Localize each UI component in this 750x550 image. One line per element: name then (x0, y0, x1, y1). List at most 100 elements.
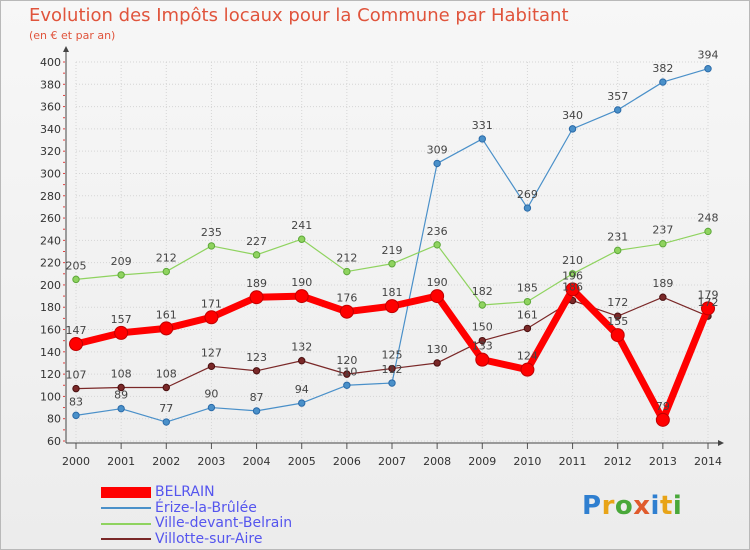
y-tick-label: 280 (40, 190, 61, 203)
data-label: 147 (66, 324, 87, 337)
data-point (343, 370, 351, 378)
chart-subtitle: (en € et par an) (29, 29, 116, 42)
data-point (388, 364, 396, 373)
data-label: 190 (291, 276, 312, 289)
logo-letter: t (659, 491, 673, 521)
data-point (343, 381, 351, 389)
data-point (252, 251, 261, 259)
data-label: 157 (111, 313, 132, 326)
data-label: 89 (114, 389, 128, 402)
data-point (433, 359, 441, 367)
grid (75, 61, 709, 449)
data-point (704, 227, 712, 236)
logo-letter: i (650, 491, 660, 521)
y-tick-label: 80 (47, 413, 61, 426)
data-label: 79 (656, 400, 670, 413)
data-label: 235 (201, 226, 222, 239)
data-point (523, 204, 532, 212)
data-point (207, 362, 216, 371)
x-tick-label: 2001 (107, 455, 135, 468)
data-point (207, 242, 216, 250)
legend-item-belrain: BELRAIN (101, 485, 292, 501)
data-point (117, 271, 125, 279)
data-point (614, 246, 622, 255)
data-point (298, 357, 306, 365)
data-label: 125 (382, 349, 403, 362)
legend-label: Érize-la-Brûlée (155, 499, 257, 516)
data-point (252, 407, 261, 415)
data-point (159, 321, 174, 336)
legend-swatch (101, 538, 151, 541)
x-tick-label: 2008 (423, 455, 451, 468)
data-label: 83 (69, 395, 83, 408)
data-label: 94 (295, 383, 309, 396)
data-point (343, 267, 351, 276)
y-tick-label: 340 (40, 123, 61, 136)
data-label: 237 (652, 224, 673, 237)
x-tick-label: 2000 (62, 455, 90, 468)
data-label: 120 (336, 354, 357, 367)
y-tick-label: 320 (40, 145, 61, 158)
legend-item-erize-la-brulee: Érize-la-Brûlée (101, 499, 292, 517)
data-label: 155 (607, 315, 628, 328)
data-point (294, 289, 309, 304)
data-point (385, 299, 399, 314)
data-point (523, 324, 532, 333)
data-label: 87 (250, 391, 264, 404)
logo-letter: r (601, 491, 615, 521)
x-tick-label: 2004 (243, 455, 271, 468)
data-label: 309 (427, 143, 448, 156)
data-point (655, 412, 670, 427)
y-tick-label: 120 (40, 368, 61, 381)
data-point (523, 297, 532, 306)
y-tick-label: 380 (40, 78, 61, 91)
data-label: 182 (472, 285, 493, 298)
data-label: 189 (652, 277, 673, 290)
data-label: 171 (201, 297, 222, 310)
data-point (207, 403, 216, 412)
data-point (298, 399, 306, 407)
data-label: 209 (111, 255, 132, 268)
logo-letter: i (672, 491, 683, 521)
data-point (478, 135, 486, 143)
y-tick-label: 160 (40, 324, 61, 337)
data-point (117, 404, 125, 413)
data-label: 212 (156, 252, 177, 265)
x-tick-label: 2005 (288, 455, 316, 468)
x-tick-label: 2010 (513, 455, 541, 468)
series-layer (69, 64, 715, 427)
y-tick-label: 400 (40, 56, 61, 69)
data-label: 205 (66, 259, 87, 272)
y-tick-label: 260 (40, 212, 61, 225)
data-point (69, 337, 83, 352)
y-axis-arrow (63, 46, 69, 52)
x-tick-label: 2013 (649, 455, 677, 468)
data-point (388, 379, 396, 387)
data-point (162, 267, 170, 276)
data-label: 172 (607, 296, 628, 309)
data-label: 108 (111, 367, 132, 380)
data-label: 181 (382, 286, 403, 299)
data-label: 176 (336, 292, 357, 305)
data-labels: 83 89 77 90 87 94 110 112 309 331 269 340 357 382 394 2… (66, 49, 719, 415)
data-point (433, 159, 441, 168)
data-label: 248 (698, 211, 719, 224)
y-tick-label: 140 (40, 346, 61, 359)
data-point (114, 325, 129, 340)
data-label: 130 (427, 343, 448, 356)
data-point (478, 336, 486, 345)
x-tick-label: 2009 (468, 455, 496, 468)
data-label: 331 (472, 119, 493, 132)
logo-letter: P (582, 491, 602, 521)
data-point (339, 304, 354, 319)
data-label: 227 (246, 235, 267, 248)
y-tick-label: 60 (47, 435, 61, 448)
data-label: 394 (698, 49, 719, 62)
x-tick-label: 2006 (333, 455, 361, 468)
data-point (72, 411, 80, 420)
data-point (117, 383, 125, 392)
data-label: 190 (427, 276, 448, 289)
data-label: 357 (607, 90, 628, 103)
chart-title: Evolution des Impôts locaux pour la Comm… (29, 5, 569, 26)
